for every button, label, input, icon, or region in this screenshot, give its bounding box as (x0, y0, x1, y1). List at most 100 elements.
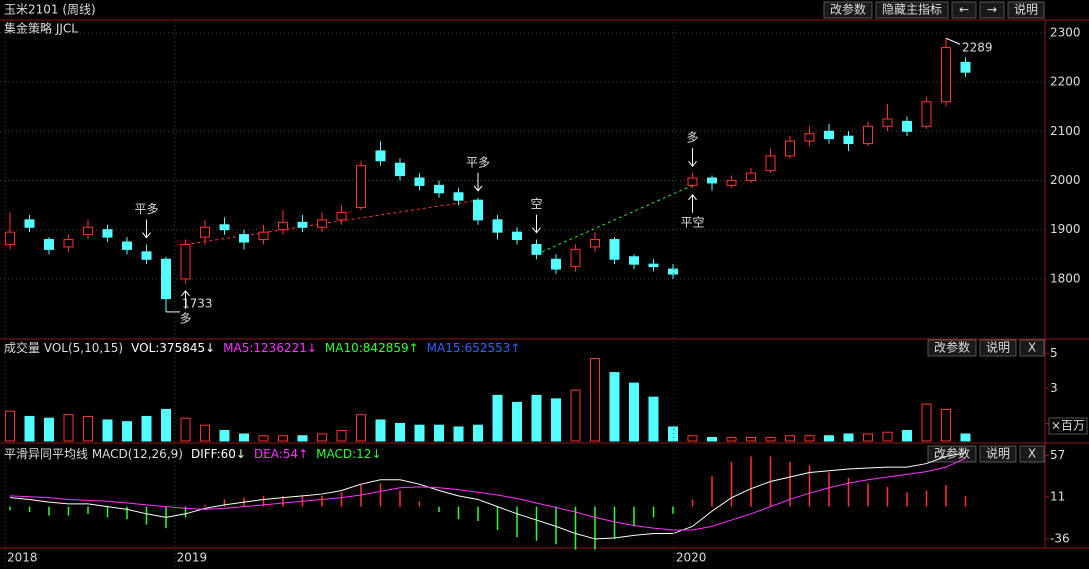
signal-arrowhead (473, 185, 483, 192)
button[interactable] (951, 1, 977, 19)
volume-bar (5, 410, 15, 442)
button[interactable] (979, 339, 1017, 357)
candle-body (590, 239, 600, 248)
candle-body (863, 125, 873, 145)
candle-body (141, 251, 152, 260)
button-label[interactable]: 改参数 (934, 340, 970, 355)
macd-line (9, 452, 966, 540)
volume-bar (707, 436, 717, 442)
button-label[interactable]: ← (959, 3, 969, 17)
volume-bar (414, 424, 425, 442)
candle-body (102, 229, 113, 238)
volume-bar (239, 433, 249, 442)
indicator-value: DIFF:60↓ (191, 447, 246, 461)
unit-label: ×百万 (1051, 419, 1085, 433)
button-label[interactable]: 改参数 (830, 2, 866, 17)
trade-line (536, 184, 693, 255)
y-tick-label: 1800 (1050, 271, 1081, 285)
indicator-value: VOL:375845↓ (131, 341, 215, 355)
signal-label: 空 (530, 197, 542, 211)
button-label[interactable]: 说明 (1014, 2, 1038, 17)
button-label[interactable]: 隐藏主指标 (882, 2, 942, 17)
volume-bar (785, 435, 795, 442)
extreme-label: 2289 (962, 41, 993, 55)
volume-bar (336, 429, 347, 442)
volume-bar (512, 401, 522, 442)
button-label[interactable]: 说明 (986, 446, 1010, 461)
volume-bar (687, 435, 698, 442)
volume-bar (882, 431, 893, 442)
candle-body (258, 231, 269, 241)
volume-bar (746, 436, 756, 442)
volume-bar (921, 403, 932, 442)
button[interactable] (927, 339, 977, 357)
candle-body (395, 162, 405, 177)
volume-bar (278, 435, 288, 442)
button-label[interactable]: X (1028, 447, 1036, 461)
candle-body (629, 256, 639, 265)
candle-body (707, 177, 717, 184)
button-label[interactable]: 改参数 (934, 446, 970, 461)
button[interactable] (979, 445, 1017, 463)
candle-body (44, 239, 54, 250)
candle-body (843, 135, 854, 145)
y-tick-label: 2300 (1050, 25, 1081, 39)
button[interactable] (823, 1, 873, 19)
candle-body (941, 47, 951, 103)
indicator-header: 平滑异同平均线 MACD(12,26,9) DIFF:60↓ DEA:54↑ MACD… (4, 447, 382, 461)
volume-bar (141, 415, 152, 442)
button[interactable] (1019, 339, 1045, 357)
signal-arrowhead (688, 160, 697, 167)
signal-label: 平多 (134, 202, 158, 216)
signal-label: 平多 (466, 155, 490, 169)
indicator-value: MA5:1236221↓ (223, 341, 317, 355)
volume-bar (200, 424, 210, 442)
volume-bar (375, 419, 386, 442)
x-tick-label: 2018 (7, 551, 38, 565)
candle-body (648, 263, 659, 268)
volume-bar (863, 433, 873, 442)
y-tick-label: 5 (1050, 346, 1058, 360)
candle-body (336, 211, 347, 221)
signal-label: 多 (179, 311, 191, 325)
y-tick-label: 3 (1050, 381, 1058, 395)
candle-body (63, 239, 74, 248)
volume-bar (843, 433, 854, 442)
y-tick-label: 2100 (1050, 124, 1081, 138)
candle-body (83, 226, 93, 236)
candle-body (746, 172, 756, 181)
candle-body (473, 199, 483, 221)
indicator-value: MA10:842859↑ (325, 341, 419, 355)
button[interactable] (1007, 1, 1045, 19)
button-label[interactable]: 说明 (986, 340, 1010, 355)
volume-bar (941, 408, 951, 442)
volume-bar (122, 421, 132, 442)
candle-body (200, 226, 210, 238)
candle-body (453, 192, 464, 201)
strategy-name: 集金策略 JJCL (4, 21, 78, 36)
signal-arrowhead (142, 232, 151, 239)
button-label[interactable]: X (1028, 341, 1036, 355)
candle-body (668, 268, 678, 275)
button-label[interactable]: → (987, 3, 997, 17)
button[interactable] (875, 1, 949, 19)
volume-bar (590, 358, 600, 442)
button[interactable] (1019, 445, 1045, 463)
volume-bar (960, 433, 971, 442)
candle-body (531, 243, 542, 255)
indicator-value: DEA:54↑ (254, 447, 308, 461)
signal-label: 平空 (680, 215, 704, 229)
indicator-title: 成交量 VOL(5,10,15) (4, 340, 123, 355)
volume-bar (219, 429, 230, 442)
candle-body (122, 241, 132, 250)
volume-bar (668, 426, 678, 442)
candle-body (356, 165, 366, 209)
button[interactable] (927, 445, 977, 463)
volume-bar (473, 424, 483, 442)
indicator-value: MACD:12↓ (316, 447, 381, 461)
volume-bar (297, 435, 308, 442)
candle-body (902, 120, 912, 132)
volume-bar (395, 422, 405, 442)
button[interactable] (979, 1, 1005, 19)
